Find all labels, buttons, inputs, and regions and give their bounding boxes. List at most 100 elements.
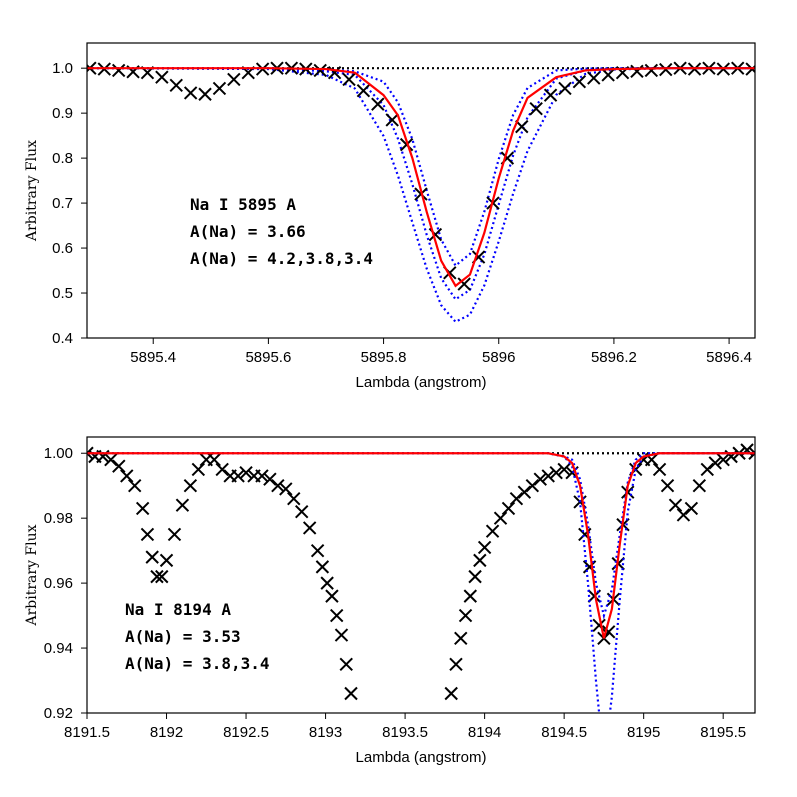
observed-point <box>215 462 229 477</box>
observed-point <box>558 81 572 96</box>
observed-point <box>128 478 142 493</box>
x-tick-label: 8192.5 <box>223 724 269 741</box>
observed-point <box>659 62 673 77</box>
observed-point <box>549 466 563 480</box>
observed-point <box>302 521 317 535</box>
observed-point <box>572 74 587 89</box>
observed-point <box>473 553 487 568</box>
x-tick-label: 8193 <box>309 724 342 741</box>
y-axis-title: Arbitrary Flux <box>24 140 40 242</box>
observed-point <box>652 462 667 477</box>
observed-point <box>295 504 309 519</box>
observed-point <box>529 101 543 116</box>
observed-point <box>543 88 558 102</box>
y-tick-label: 0.92 <box>44 705 73 722</box>
observed-point <box>716 453 730 467</box>
observed-point <box>207 453 221 467</box>
observed-point <box>135 501 150 516</box>
observed-point <box>676 508 691 522</box>
x-tick-label: 8192 <box>150 724 183 741</box>
observed-point <box>644 63 659 78</box>
plot-area <box>87 61 755 324</box>
annotation: Na I 5895 A <box>190 195 296 214</box>
x-tick-label: 8193.5 <box>382 724 428 741</box>
observed-point <box>748 446 755 460</box>
observed-point <box>310 543 325 558</box>
observed-point <box>145 550 159 564</box>
x-tick-label: 5895.4 <box>130 349 176 366</box>
y-tick-label: 1.0 <box>52 60 73 77</box>
x-axis-title: Lambda (angstrom) <box>356 374 487 391</box>
observed-point <box>700 462 714 477</box>
observed-point <box>454 631 468 646</box>
observed-point <box>167 527 182 542</box>
observed-point <box>191 462 206 477</box>
observed-point <box>399 137 414 152</box>
observed-point <box>371 97 385 111</box>
observed-point <box>342 72 356 87</box>
observed-point <box>155 569 169 584</box>
observed-point <box>668 498 683 512</box>
x-tick-label: 5896.2 <box>591 349 637 366</box>
observed-point <box>501 501 516 516</box>
observed-point <box>684 501 699 516</box>
annotation: A(Na) = 4.2,3.8,3.4 <box>190 249 373 268</box>
plot-frame <box>86 42 756 339</box>
plot-area <box>87 443 755 713</box>
model-line <box>87 452 755 620</box>
observed-point <box>339 657 353 672</box>
observed-point <box>477 540 492 555</box>
observed-point <box>493 511 508 525</box>
x-tick-label: 8191.5 <box>64 724 110 741</box>
y-tick-label: 0.7 <box>52 195 73 212</box>
observed-point <box>468 569 482 584</box>
observed-point <box>457 277 471 291</box>
observed-point <box>320 576 334 590</box>
observed-point <box>255 469 269 483</box>
observed-point <box>587 71 601 85</box>
observed-point <box>692 478 707 493</box>
annotation: Na I 8194 A <box>125 600 231 619</box>
observed-point <box>463 589 478 603</box>
model-line <box>87 452 755 639</box>
plot-frame <box>86 436 756 714</box>
y-tick-label: 0.6 <box>52 240 73 257</box>
y-tick-label: 0.96 <box>44 575 73 592</box>
model-line <box>87 67 755 268</box>
observed-point <box>315 560 330 574</box>
x-tick-label: 8194.5 <box>541 724 587 741</box>
observed-point <box>87 446 94 460</box>
x-tick-label: 5895.6 <box>245 349 291 366</box>
model-line <box>87 67 755 324</box>
observed-point <box>112 459 126 473</box>
annotation: A(Na) = 3.53 <box>125 627 241 646</box>
observed-point <box>104 453 118 467</box>
observed-point <box>449 657 463 672</box>
observed-point <box>169 78 183 92</box>
observed-point <box>344 686 358 701</box>
observed-point <box>325 589 339 603</box>
annotation: A(Na) = 3.8,3.4 <box>125 654 270 673</box>
observed-point <box>557 462 571 477</box>
y-tick-label: 0.5 <box>52 285 73 302</box>
x-tick-label: 8195.5 <box>700 724 746 741</box>
observed-point <box>313 63 327 78</box>
observed-point <box>183 478 198 493</box>
observed-point <box>458 608 473 623</box>
observed-point <box>198 87 212 101</box>
observed-point <box>239 466 253 480</box>
x-axis-title: Lambda (angstrom) <box>356 749 487 766</box>
observed-point <box>183 86 198 100</box>
observed-point <box>385 113 399 127</box>
observed-point <box>517 485 532 499</box>
observed-point <box>287 491 301 506</box>
observed-point <box>159 553 174 568</box>
observed-point <box>601 68 615 82</box>
y-tick-label: 0.9 <box>52 105 73 122</box>
y-tick-label: 0.8 <box>52 150 73 167</box>
observed-point <box>175 498 190 512</box>
y-tick-label: 1.00 <box>44 445 73 462</box>
observed-point <box>279 482 293 496</box>
